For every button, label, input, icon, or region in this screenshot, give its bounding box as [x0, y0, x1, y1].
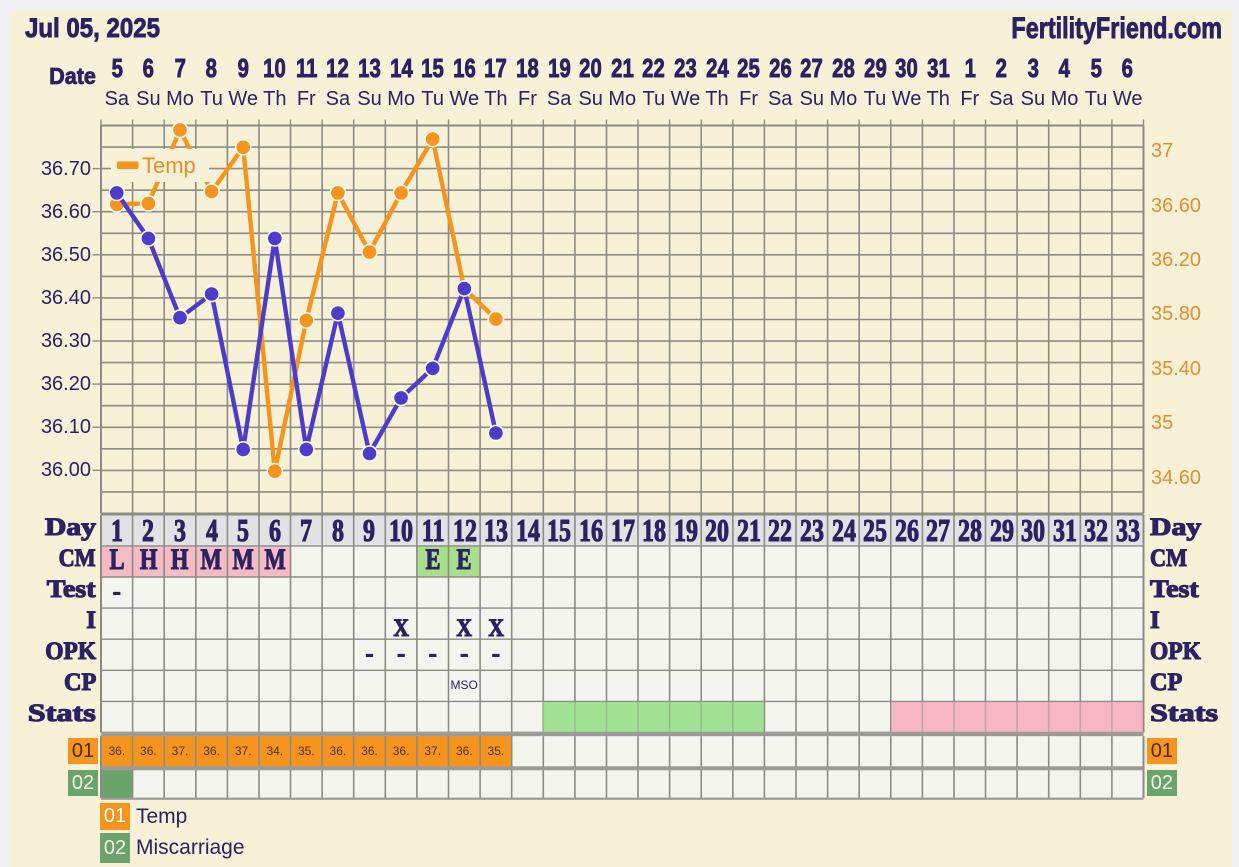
svg-text:Temp: Temp — [142, 153, 196, 178]
